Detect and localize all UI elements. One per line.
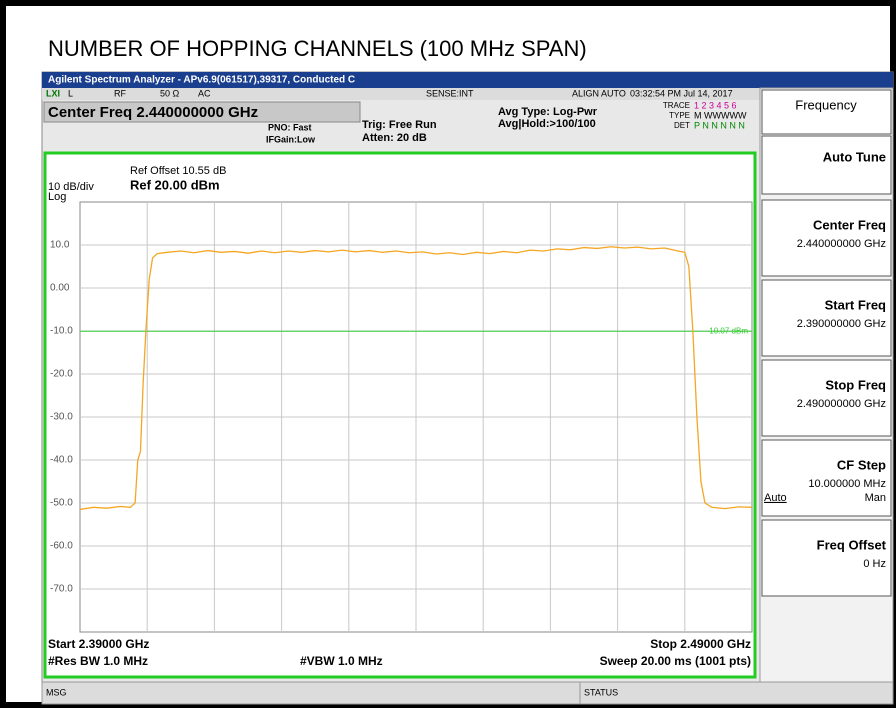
- softkey[interactable]: [761, 199, 892, 277]
- softkey-label: Freq Offset: [817, 537, 887, 552]
- avg-hold: Avg|Hold:>100/100: [498, 118, 596, 130]
- vbw: #VBW 1.0 MHz: [300, 654, 383, 668]
- y-tick-label: -60.0: [50, 541, 73, 552]
- y-tick-label: -40.0: [50, 455, 73, 466]
- softkey-value: 2.490000000 GHz: [797, 398, 886, 410]
- softkey-menu: Frequency: [795, 97, 857, 112]
- softkey-option: Auto: [764, 492, 787, 504]
- trace: [79, 246, 753, 511]
- page-title: NUMBER OF HOPPING CHANNELS (100 MHz SPAN…: [48, 36, 587, 61]
- center-freq: Center Freq 2.440000000 GHz: [48, 104, 258, 121]
- softkey[interactable]: [761, 519, 892, 597]
- y-tick-label: -30.0: [50, 412, 73, 423]
- status-item: 03:32:54 PM Jul 14, 2017: [630, 88, 733, 98]
- display-line-label: -10.07 dBm: [707, 326, 749, 335]
- status-item: LXI: [46, 88, 60, 98]
- trace-value: M WWWWW: [694, 110, 747, 120]
- app-title: Agilent Spectrum Analyzer - APv6.9(06151…: [48, 75, 355, 86]
- softkey-value: 10.000000 MHz: [808, 478, 886, 490]
- trace-label: DET: [674, 121, 690, 130]
- softkey-label: CF Step: [837, 457, 886, 472]
- y-tick-label: 0.00: [50, 283, 70, 294]
- trace-value: 1 2 3 4 5 6: [694, 100, 737, 110]
- y-tick-label: -10.0: [50, 326, 73, 337]
- status-item: ALIGN AUTO: [572, 88, 626, 98]
- status-item: L: [68, 88, 73, 98]
- ref-level: Ref 20.00 dBm: [130, 177, 220, 192]
- softkey-label: Start Freq: [825, 297, 886, 312]
- msg: MSG: [46, 687, 67, 697]
- rbw: #Res BW 1.0 MHz: [48, 654, 148, 668]
- softkey-value: 2.390000000 GHz: [797, 318, 886, 330]
- softkey[interactable]: [761, 359, 892, 437]
- y-tick-label: -20.0: [50, 369, 73, 380]
- atten: Atten: 20 dB: [362, 132, 427, 144]
- center-freq-box: [43, 101, 361, 123]
- avg-type: Avg Type: Log-Pwr: [498, 106, 598, 118]
- status-item: SENSE:INT: [426, 88, 474, 98]
- scale: 10 dB/div: [48, 181, 94, 193]
- message-bar: [41, 681, 894, 705]
- softkey[interactable]: [761, 135, 892, 195]
- softkey-header: [761, 89, 892, 135]
- ref-offset: Ref Offset 10.55 dB: [130, 165, 226, 177]
- trace-label: TRACE: [663, 101, 690, 110]
- ifgain: IFGain:Low: [266, 134, 316, 144]
- start-freq: Start 2.39000 GHz: [48, 637, 149, 651]
- softkey[interactable]: [761, 279, 892, 357]
- softkey-value: 0 Hz: [863, 558, 886, 570]
- scale-type: Log: [48, 191, 66, 203]
- softkey-value: 2.440000000 GHz: [797, 238, 886, 250]
- trace-value: P N N N N N: [694, 120, 745, 130]
- sweep: Sweep 20.00 ms (1001 pts): [600, 654, 751, 668]
- title-bar: [42, 72, 893, 88]
- status-item: AC: [198, 88, 211, 98]
- softkey-option: Man: [865, 492, 886, 504]
- y-tick-label: -70.0: [50, 584, 73, 595]
- stop-freq: Stop 2.49000 GHz: [650, 637, 751, 651]
- status-item: RF: [114, 88, 126, 98]
- softkey[interactable]: [761, 439, 892, 517]
- trig: Trig: Free Run: [362, 119, 437, 131]
- status-row: [42, 88, 760, 100]
- y-tick-label: 10.0: [50, 240, 70, 251]
- softkey-label: Stop Freq: [825, 377, 886, 392]
- y-tick-label: -50.0: [50, 498, 73, 509]
- softkey-label: Center Freq: [813, 217, 886, 232]
- status: STATUS: [584, 687, 618, 697]
- pno: PNO: Fast: [268, 122, 312, 132]
- status-item: 50 Ω: [160, 88, 180, 98]
- softkey-label: Auto Tune: [823, 149, 886, 164]
- trace-label: TYPE: [669, 111, 690, 120]
